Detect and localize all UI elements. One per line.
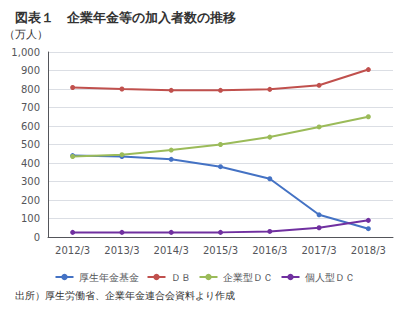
svg-text:2016/3: 2016/3 xyxy=(252,245,287,256)
svg-text:厚生年金基金: 厚生年金基金 xyxy=(79,272,139,283)
svg-text:600: 600 xyxy=(21,121,40,132)
svg-text:2018/3: 2018/3 xyxy=(351,245,386,256)
svg-text:900: 900 xyxy=(21,65,40,76)
svg-text:2014/3: 2014/3 xyxy=(154,245,189,256)
svg-text:図表１ 企業年金等の加入者数の推移: 図表１ 企業年金等の加入者数の推移 xyxy=(15,10,236,25)
svg-text:100: 100 xyxy=(21,213,40,224)
svg-text:400: 400 xyxy=(21,158,40,169)
svg-text:700: 700 xyxy=(21,102,40,113)
svg-text:2015/3: 2015/3 xyxy=(203,245,238,256)
svg-text:2017/3: 2017/3 xyxy=(301,245,336,256)
svg-text:800: 800 xyxy=(21,84,40,95)
svg-text:2013/3: 2013/3 xyxy=(104,245,139,256)
svg-text:300: 300 xyxy=(21,176,40,187)
svg-text:2012/3: 2012/3 xyxy=(55,245,90,256)
svg-text:個人型ＤＣ: 個人型ＤＣ xyxy=(305,272,355,283)
svg-text:ＤＢ: ＤＢ xyxy=(171,272,191,283)
svg-text:（万人）: （万人） xyxy=(4,28,48,41)
svg-text:500: 500 xyxy=(21,139,40,150)
svg-text:出所）厚生労働省、企業年金連合会資料より作成: 出所）厚生労働省、企業年金連合会資料より作成 xyxy=(15,290,235,301)
svg-text:企業型ＤＣ: 企業型ＤＣ xyxy=(223,272,273,283)
svg-text:0: 0 xyxy=(34,232,40,243)
svg-text:200: 200 xyxy=(21,195,40,206)
svg-text:1,000: 1,000 xyxy=(11,47,40,58)
